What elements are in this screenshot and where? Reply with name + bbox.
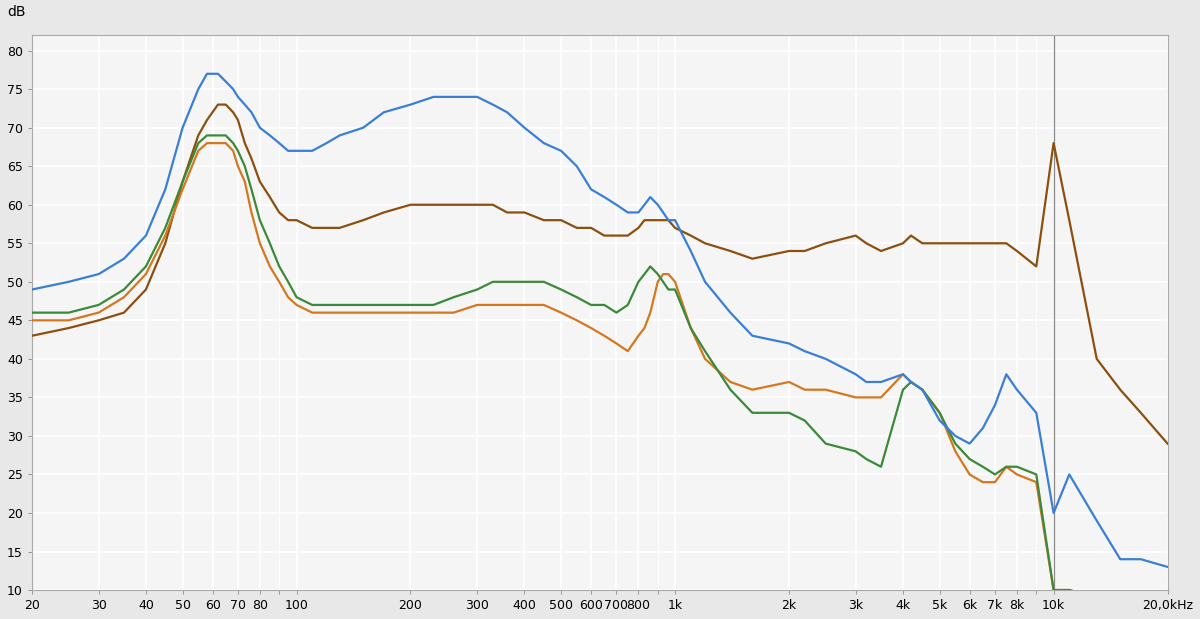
Text: dB: dB [7, 4, 25, 19]
